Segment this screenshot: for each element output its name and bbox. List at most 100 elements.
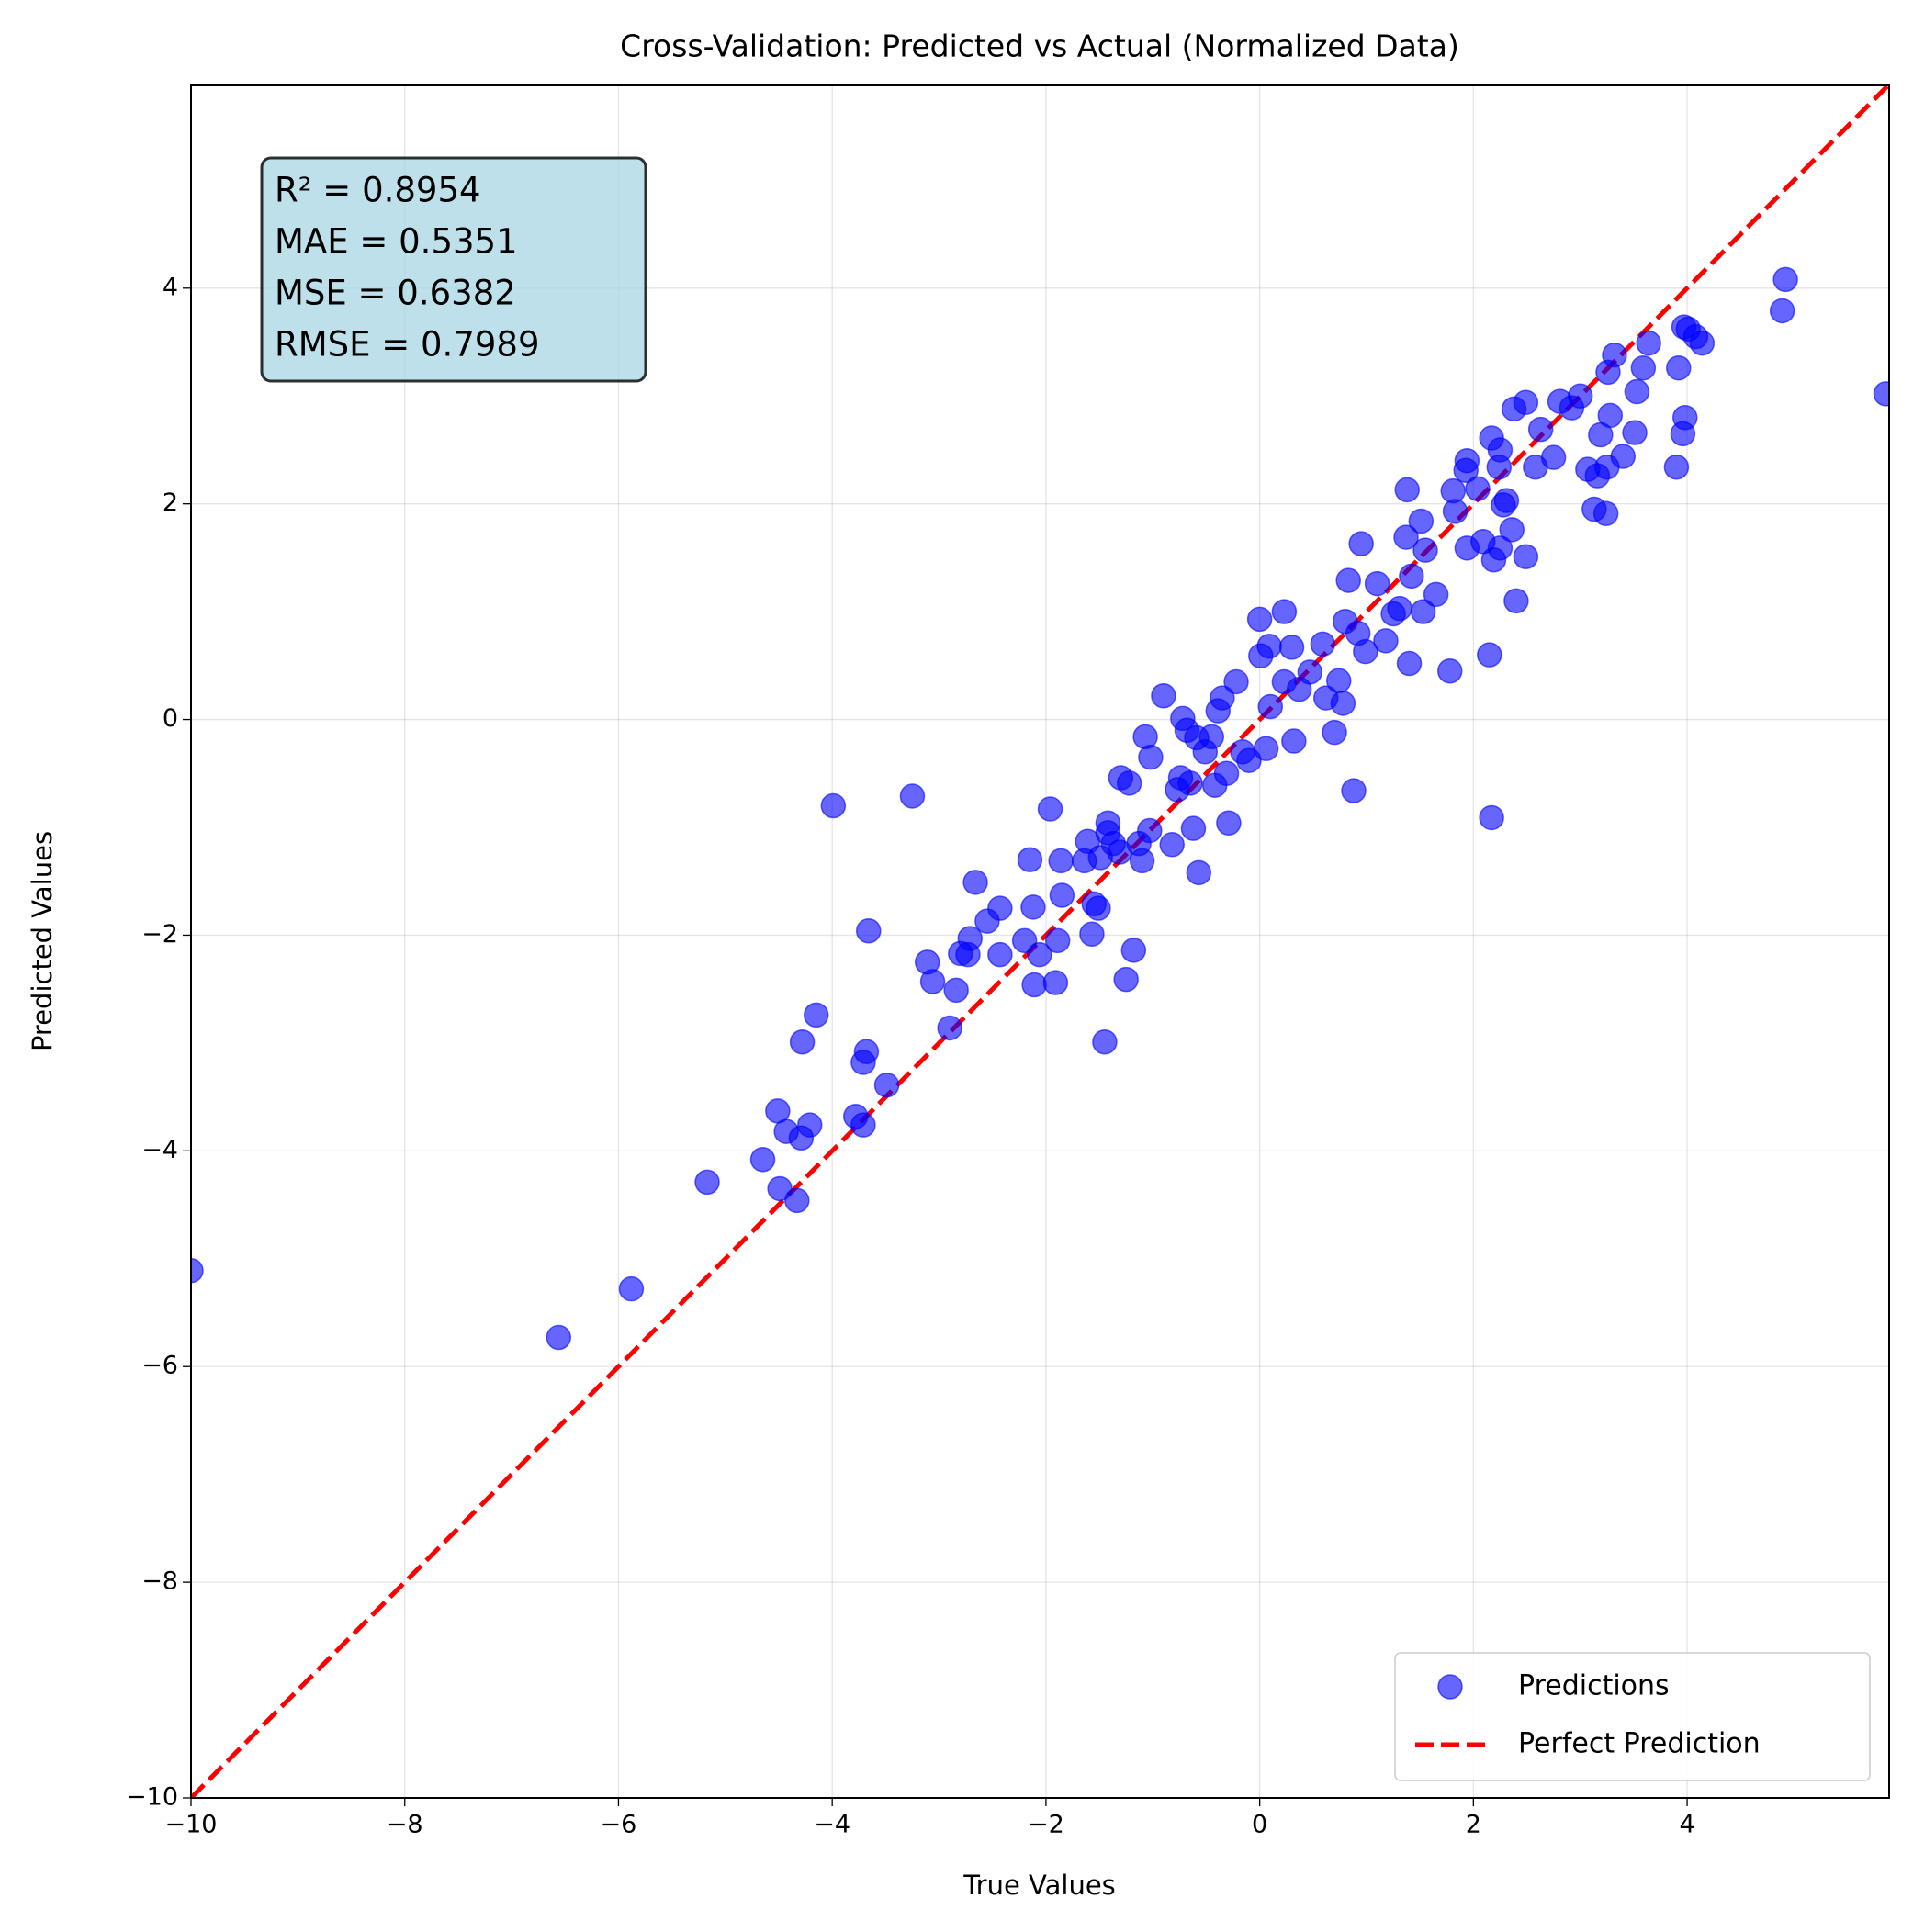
scatter-point xyxy=(987,941,1013,968)
scatter-point xyxy=(789,1028,816,1055)
legend-marker xyxy=(1437,1674,1463,1700)
scatter-point xyxy=(803,1002,829,1028)
scatter-point xyxy=(1410,599,1436,624)
plot-area xyxy=(191,85,1889,1798)
legend-label: Perfect Prediction xyxy=(1518,1728,1761,1760)
scatter-point xyxy=(1330,691,1356,716)
x-tick-label: −2 xyxy=(1028,1811,1064,1839)
scatter-point xyxy=(1479,804,1504,831)
scatter-point xyxy=(1396,650,1423,677)
scatter-point xyxy=(1325,668,1352,694)
y-tick-label: 4 xyxy=(163,273,178,301)
y-tick-label: −6 xyxy=(141,1352,178,1380)
scatter-point xyxy=(1037,796,1063,822)
scatter-point xyxy=(1353,638,1378,665)
scatter-point xyxy=(1394,477,1420,503)
scatter-point xyxy=(1322,719,1347,746)
x-tick-label: −4 xyxy=(814,1811,850,1839)
scatter-point xyxy=(1387,595,1412,622)
scatter-point xyxy=(919,969,946,994)
scatter-point xyxy=(1048,848,1074,874)
scatter-point xyxy=(1151,682,1176,709)
scatter-point xyxy=(1567,383,1593,409)
scatter-point xyxy=(1079,921,1105,948)
scatter-point xyxy=(1493,488,1520,513)
scatter-point xyxy=(1216,810,1242,837)
scatter-point xyxy=(1454,447,1480,474)
scatter-point xyxy=(987,895,1013,921)
x-tick-label: −6 xyxy=(601,1811,637,1839)
scatter-point xyxy=(1116,770,1142,796)
scatter-point xyxy=(1671,404,1698,431)
scatter-point xyxy=(1335,567,1361,593)
scatter-point xyxy=(618,1275,645,1302)
stats-text: MSE = 0.6382 xyxy=(275,274,516,313)
x-tick-label: 0 xyxy=(1252,1811,1267,1839)
x-tick-label: 4 xyxy=(1679,1811,1694,1839)
scatter-point xyxy=(1487,535,1514,561)
scatter-point xyxy=(850,1112,876,1138)
scatter-point xyxy=(1092,1028,1118,1055)
scatter-point xyxy=(749,1146,776,1173)
scatter-point xyxy=(1499,517,1525,543)
scatter-point xyxy=(1027,941,1052,968)
scatter-point xyxy=(1437,657,1463,684)
y-tick-label: 0 xyxy=(163,704,178,733)
scatter-point xyxy=(1873,381,1889,407)
scatter-point xyxy=(1186,859,1212,886)
scatter-point xyxy=(957,926,984,951)
scatter-point xyxy=(1253,736,1279,762)
scatter-point xyxy=(1138,744,1164,770)
scatter-point xyxy=(1020,894,1046,920)
scatter-point xyxy=(1513,544,1539,569)
scatter-point xyxy=(1021,972,1047,998)
scatter-point xyxy=(1113,966,1139,993)
scatter-point xyxy=(1630,354,1657,381)
scatter-point xyxy=(546,1324,572,1351)
x-tick-label: −10 xyxy=(165,1811,218,1839)
x-tick-label: −8 xyxy=(387,1811,423,1839)
y-axis-label: Predicted Values xyxy=(27,831,58,1051)
scatter-point xyxy=(1540,444,1567,470)
scatter-point xyxy=(1177,770,1203,796)
x-tick-label: 2 xyxy=(1466,1811,1481,1839)
scatter-point xyxy=(1348,531,1374,556)
stats-text: R² = 0.8954 xyxy=(275,171,481,210)
scatter-point xyxy=(899,783,926,809)
scatter-point xyxy=(1042,970,1069,995)
y-tick-label: −10 xyxy=(126,1783,178,1812)
scatter-point xyxy=(1137,817,1163,844)
scatter-point xyxy=(1663,454,1690,480)
scatter-point xyxy=(1622,420,1648,445)
chart-title: Cross-Validation: Predicted vs Actual (N… xyxy=(620,28,1459,64)
scatter-point xyxy=(1412,537,1438,563)
legend-label: Predictions xyxy=(1518,1670,1670,1702)
axes-frame xyxy=(190,84,1890,1799)
scatter-point xyxy=(191,1257,204,1284)
scatter-point xyxy=(1180,815,1207,841)
scatter-point xyxy=(1592,500,1619,526)
scatter-point xyxy=(1246,606,1273,633)
scatter-point xyxy=(1527,416,1554,443)
y-tick-label: 2 xyxy=(163,489,178,517)
scatter-point xyxy=(1271,599,1298,624)
stats-box xyxy=(260,156,647,383)
scatter-point xyxy=(1017,847,1043,872)
scatter-point xyxy=(1278,635,1305,660)
scatter-point xyxy=(694,1169,720,1196)
stats-text: RMSE = 0.7989 xyxy=(275,325,539,365)
scatter-point xyxy=(1423,581,1449,608)
scatter-point xyxy=(1772,266,1798,293)
scatter-point xyxy=(1049,882,1075,908)
scatter-point xyxy=(784,1187,810,1214)
scatter-point xyxy=(962,870,988,895)
scatter-point xyxy=(1256,633,1282,659)
scatter-point xyxy=(1341,778,1367,803)
legend-box xyxy=(1394,1652,1871,1781)
scatter-point xyxy=(1129,848,1155,874)
scatter-point xyxy=(1769,298,1795,324)
y-tick-label: −4 xyxy=(141,1136,178,1164)
scatter-point xyxy=(855,918,882,944)
scatter-point xyxy=(1610,444,1637,469)
